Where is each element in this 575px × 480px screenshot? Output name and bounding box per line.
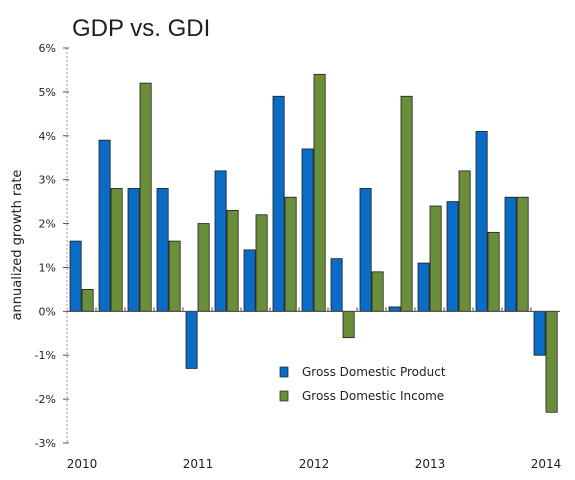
y-tick-label: 1% <box>39 261 56 274</box>
gdp-bar <box>272 95 285 312</box>
gdi-bar <box>429 205 442 312</box>
gdi-bar <box>516 196 529 312</box>
gdp-bar <box>127 188 140 312</box>
gdp-bar <box>417 262 430 312</box>
y-axis-label: annualized growth rate <box>10 170 25 321</box>
gdi-bar <box>284 196 297 312</box>
y-tick-label: -1% <box>35 349 56 362</box>
gdi-bar <box>458 170 471 312</box>
gdi-bar <box>139 82 152 312</box>
gdi-bar <box>400 95 413 312</box>
gdp-bar <box>446 201 459 312</box>
gdi-bar <box>226 209 239 312</box>
gdp-legend-swatch <box>279 366 289 378</box>
gdi-bar <box>313 73 326 312</box>
gdp-bar <box>475 130 488 312</box>
gdp-bar <box>69 240 82 312</box>
y-tick-label: 3% <box>39 174 56 187</box>
y-tick-label: -2% <box>35 393 56 406</box>
y-tick-label: 0% <box>39 305 56 318</box>
gdi-bar <box>197 223 210 312</box>
gdp-bar <box>185 310 198 369</box>
legend-label: Gross Domestic Income <box>302 389 444 403</box>
year-tick-label: 2013 <box>415 457 446 471</box>
year-tick-label: 2012 <box>299 457 330 471</box>
year-tick-label: 2011 <box>183 457 214 471</box>
gdi-bar <box>110 188 123 312</box>
y-tick-label: 2% <box>39 218 56 231</box>
y-tick-label: 4% <box>39 130 56 143</box>
gdi-legend-swatch <box>279 390 289 402</box>
gdp-bar <box>388 306 401 312</box>
gdp-bar <box>301 148 314 312</box>
y-tick-label: 6% <box>39 42 56 55</box>
year-tick-label: 2014 <box>531 457 562 471</box>
gdi-bar <box>545 310 558 413</box>
axes-layer <box>63 47 560 444</box>
gdi-bar <box>255 214 268 312</box>
y-tick-label: -3% <box>35 437 56 450</box>
gdp-bar <box>214 170 227 312</box>
gdi-bar <box>487 231 500 312</box>
labels-layer: -3% -2% -1% 0% 1% 2% 3% 4% 5% 6% 2010 2011 2012 2013 2… <box>35 42 562 471</box>
gdi-bar <box>342 310 355 339</box>
gdp-bar <box>243 249 256 312</box>
bars-layer <box>69 73 558 413</box>
legend-label: Gross Domestic Product <box>302 365 446 379</box>
legend: Gross Domestic Product Gross Domestic Inc… <box>279 365 446 403</box>
gdp-bar <box>359 188 372 312</box>
gdi-bar <box>371 271 384 312</box>
gdp-bar <box>533 310 546 356</box>
gdi-bar <box>168 240 181 312</box>
year-tick-label: 2010 <box>67 457 98 471</box>
gdp-bar <box>330 258 343 312</box>
y-tick-label: 5% <box>39 86 56 99</box>
chart-title: GDP vs. GDI <box>72 15 210 42</box>
gdp-bar <box>98 139 111 312</box>
gdp-bar <box>156 188 169 312</box>
gdi-bar <box>81 288 94 312</box>
gdp-bar <box>504 196 517 312</box>
